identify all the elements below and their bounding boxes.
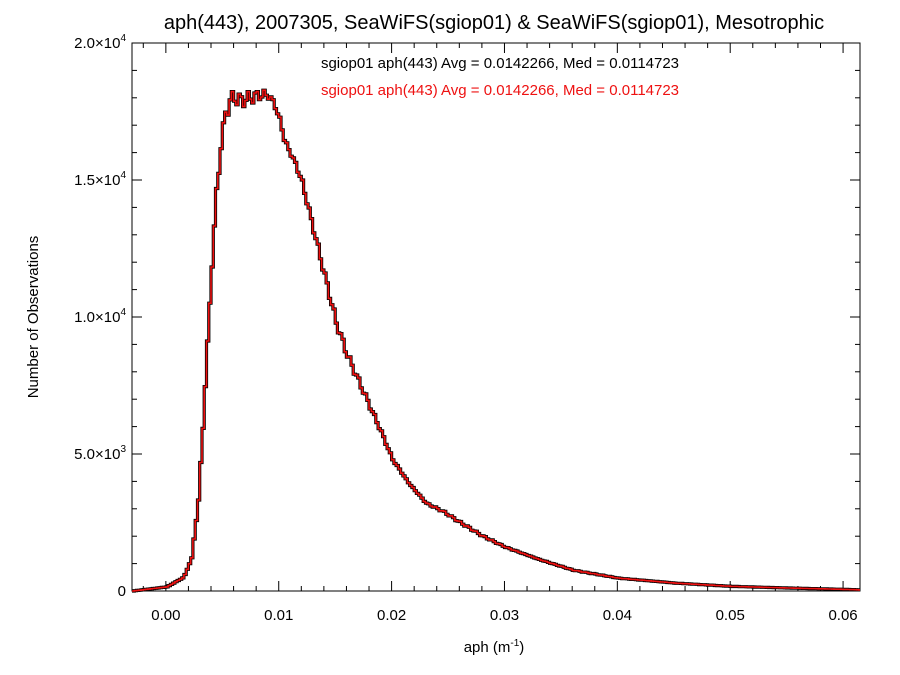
y-axis-label: Number of Observations	[25, 236, 42, 399]
chart-title: aph(443), 2007305, SeaWiFS(sgiop01) & Se…	[164, 12, 824, 34]
stat-line-red: sgiop01 aph(443) Avg = 0.0142266, Med = …	[321, 82, 679, 99]
y-tick-label: 1.0×104	[74, 307, 126, 326]
x-tick-label: 0.05	[716, 607, 745, 624]
y-tick-mantissa: 2.0×10	[74, 35, 120, 52]
y-tick-exponent: 4	[120, 307, 126, 318]
stat-line-black: sgiop01 aph(443) Avg = 0.0142266, Med = …	[321, 55, 679, 72]
histogram-series-line	[132, 89, 860, 592]
y-tick-label: 5.0×103	[74, 444, 126, 463]
x-axis: 0.00 0.01 0.02 0.03 0.04 0.05 0.06	[142, 43, 858, 624]
y-tick-exponent: 4	[120, 33, 126, 44]
y-tick-mantissa: 1.0×10	[74, 309, 120, 326]
x-tick-label: 0.01	[264, 607, 293, 624]
y-tick-label: 0	[118, 583, 126, 600]
y-tick-mantissa: 1.5×10	[74, 172, 120, 189]
y-tick-mantissa: 5.0×10	[74, 446, 120, 463]
x-axis-label: aph (m-1)	[464, 638, 525, 656]
x-tick-label: 0.04	[603, 607, 632, 624]
histogram-series-outline	[132, 88, 861, 593]
plot-frame	[131, 42, 861, 592]
y-tick-exponent: 4	[120, 170, 126, 181]
x-axis-label-main: aph (m	[464, 639, 511, 656]
y-tick-label: 1.5×104	[74, 170, 126, 189]
x-tick-label: 0.03	[490, 607, 519, 624]
x-tick-label: 0.00	[151, 607, 180, 624]
y-tick-label: 2.0×104	[74, 33, 126, 52]
y-tick-exponent: 3	[120, 444, 126, 455]
x-tick-label: 0.02	[377, 607, 406, 624]
x-axis-label-tail: )	[519, 639, 524, 656]
series-layer	[132, 88, 861, 593]
x-axis-label-sup: -1	[510, 638, 519, 649]
y-tick-mantissa: 0	[118, 583, 126, 600]
x-tick-label: 0.06	[828, 607, 857, 624]
